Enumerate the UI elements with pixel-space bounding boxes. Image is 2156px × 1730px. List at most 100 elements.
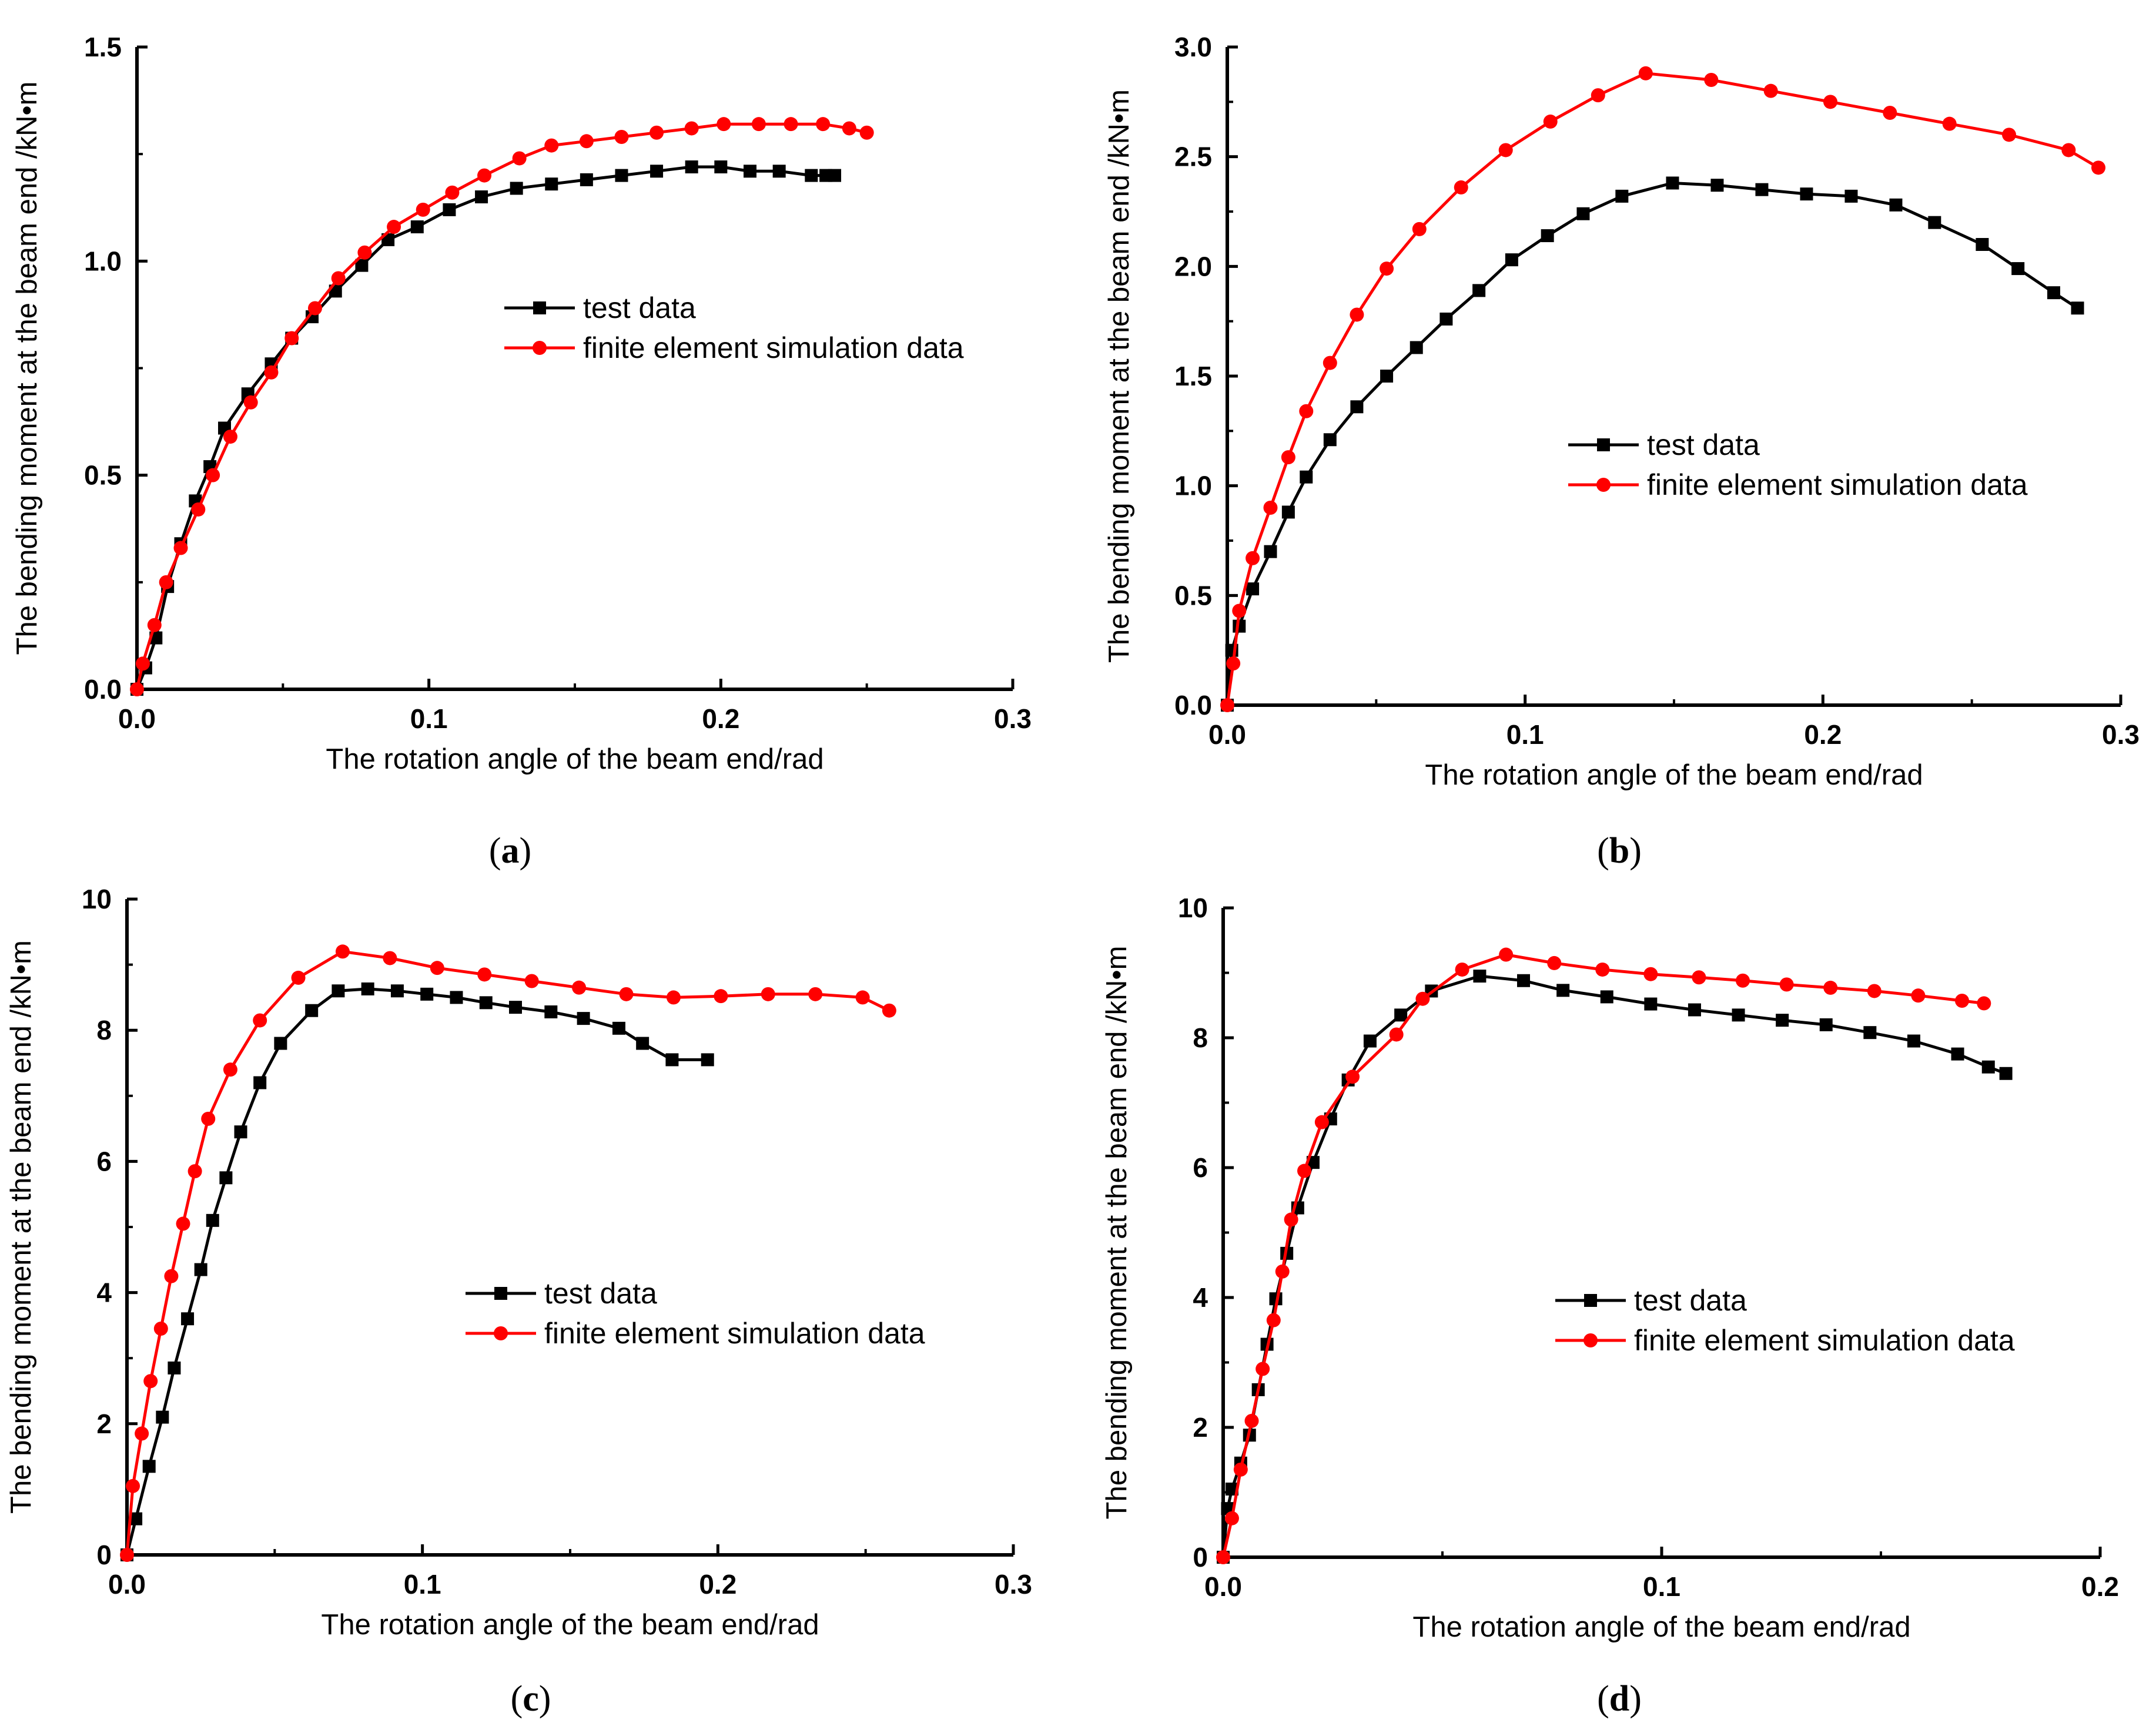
panel-caption: (b): [1597, 831, 1642, 871]
data-point-circle: [684, 121, 699, 136]
legend-label: finite element simulation data: [583, 331, 964, 364]
data-point-circle: [1281, 450, 1295, 465]
legend-marker-square: [1597, 438, 1610, 451]
data-point-circle: [1314, 1115, 1329, 1129]
data-point-square: [805, 169, 818, 182]
legend-label: finite element simulation data: [1634, 1324, 2015, 1357]
legend-marker-square: [494, 1287, 507, 1300]
data-point-circle: [416, 202, 430, 217]
data-point-circle: [331, 271, 346, 286]
y-tick-label: 3.0: [1174, 32, 1212, 62]
data-point-circle: [1977, 996, 1991, 1011]
legend-label: test data: [1647, 428, 1760, 461]
data-point-circle: [1216, 1550, 1230, 1564]
data-point-square: [1666, 176, 1679, 190]
data-point-square: [142, 1460, 156, 1473]
data-point-circle: [191, 502, 206, 517]
data-point-circle: [284, 331, 299, 346]
data-point-circle: [1736, 973, 1750, 988]
data-point-circle: [173, 541, 188, 555]
y-tick-label: 10: [82, 884, 112, 914]
panel-caption: (a): [489, 831, 531, 871]
x-tick-label: 0.1: [404, 1569, 441, 1600]
data-point-circle: [2061, 143, 2076, 157]
legend: test data finite element simulation data: [466, 1277, 925, 1350]
data-point-circle: [445, 185, 460, 200]
data-point-square: [219, 1171, 233, 1185]
x-tick-label: 0.2: [702, 703, 739, 734]
data-point-circle: [264, 365, 279, 380]
data-point-square: [1246, 582, 1260, 596]
data-point-circle: [1244, 1413, 1259, 1428]
data-point-circle: [1415, 991, 1430, 1006]
data-point-circle: [1256, 1362, 1270, 1376]
data-point-square: [1710, 179, 1724, 192]
data-point-circle: [1412, 222, 1427, 236]
data-point-square: [1472, 284, 1486, 297]
data-point-square: [1800, 187, 1813, 201]
data-point-circle: [816, 117, 831, 132]
x-tick-label: 0.1: [1643, 1571, 1680, 1602]
data-point-circle: [1779, 977, 1794, 992]
data-point-square: [1505, 253, 1518, 267]
data-point-square: [1541, 229, 1554, 243]
data-point-circle: [1823, 980, 1838, 995]
data-point-square: [1556, 984, 1570, 997]
data-point-square: [701, 1053, 714, 1067]
data-point-circle: [717, 117, 731, 132]
data-point-square: [194, 1263, 207, 1276]
x-tick-label: 0.2: [1804, 719, 1842, 750]
legend-label: test data: [1634, 1284, 1747, 1317]
data-point-circle: [1224, 1511, 1239, 1526]
series-fe-simulation-data: [1216, 947, 1991, 1564]
legend-marker-circle: [494, 1326, 508, 1340]
data-point-circle: [188, 1164, 202, 1179]
data-point-circle: [1591, 88, 1605, 103]
data-point-square: [1844, 189, 1858, 203]
series-line: [1226, 181, 2078, 706]
data-point-circle: [650, 125, 664, 140]
y-tick-label: 1.5: [84, 32, 122, 62]
series-line: [1221, 953, 1984, 1558]
data-point-square: [410, 220, 424, 234]
data-point-square: [714, 160, 728, 174]
x-tick-label: 0.2: [2081, 1571, 2119, 1602]
data-point-square: [475, 190, 488, 204]
data-point-circle: [143, 1374, 158, 1389]
data-point-square: [1863, 1026, 1877, 1040]
data-point-circle: [357, 245, 372, 260]
data-point-circle: [1454, 180, 1468, 195]
data-point-circle: [1911, 988, 1926, 1003]
legend: test data finite element simulation data: [1568, 428, 2028, 501]
y-tick-label: 1.5: [1174, 361, 1212, 391]
x-tick-label: 0.0: [108, 1569, 146, 1600]
data-point-circle: [1350, 307, 1364, 322]
y-tick-label: 10: [1178, 893, 1208, 923]
data-point-square: [744, 165, 756, 178]
data-point-square: [1517, 974, 1531, 987]
data-point-circle: [1543, 114, 1558, 129]
data-point-circle: [126, 1478, 140, 1493]
legend-marker-square: [1584, 1294, 1597, 1307]
y-tick-label: 0: [1193, 1542, 1208, 1573]
data-point-circle: [130, 682, 144, 696]
y-axis-title: The bending moment at the beam end /kN•m: [1101, 946, 1133, 1520]
data-point-square: [1819, 1018, 1833, 1031]
data-point-circle: [201, 1111, 216, 1126]
data-point-circle: [859, 125, 874, 140]
data-point-circle: [153, 1321, 168, 1336]
data-point-square: [1776, 1014, 1789, 1027]
data-point-square: [234, 1125, 247, 1139]
data-point-square: [420, 987, 434, 1001]
data-point-circle: [2091, 160, 2105, 175]
data-point-circle: [1345, 1069, 1360, 1084]
chart-a: 0.0 0.1 0.2 0.3 0.0 0.5 1.0 1.5 The rotation ang…: [11, 32, 1032, 871]
data-point-circle: [2002, 128, 2016, 142]
data-point-circle: [223, 1062, 237, 1077]
data-point-square: [1363, 1034, 1377, 1048]
legend-marker-square: [533, 301, 546, 314]
series-test-data: [120, 982, 714, 1561]
data-point-square: [510, 182, 523, 195]
data-point-circle: [1823, 95, 1837, 109]
